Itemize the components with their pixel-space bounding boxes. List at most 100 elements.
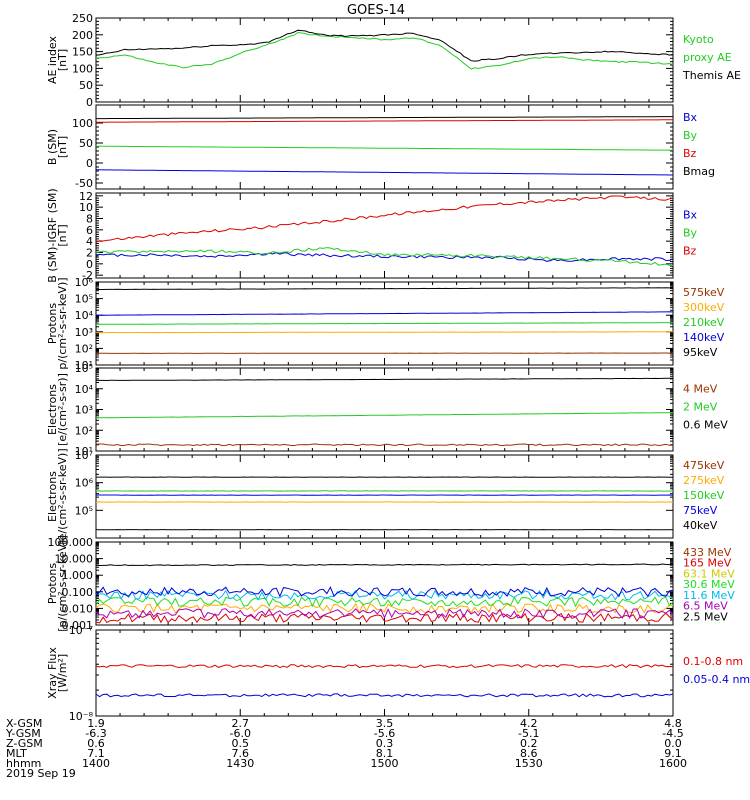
- panel-electrons2: 10⁵ 10⁶ 10⁷ Electrons[e/(cm²-s-sr-keV)] 475k…: [46, 448, 725, 544]
- panel-frame: [95, 629, 674, 717]
- y-tick-label: 6: [86, 224, 93, 237]
- y-tick-label: 250: [72, 12, 93, 25]
- x-tick-value: -5.1: [518, 727, 539, 740]
- legend-entry: 140keV: [683, 331, 725, 344]
- legend-entry: 0.6 MeV: [683, 419, 728, 432]
- legend-entry: Themis AE: [682, 69, 741, 82]
- y-tick-label: 10⁶: [75, 276, 94, 289]
- series-line-4-mev: [95, 443, 673, 447]
- y-axis-label: [nT]: [56, 136, 69, 158]
- legend-entry: 150keV: [683, 489, 725, 502]
- x-tick-value: -6.0: [230, 727, 251, 740]
- y-tick-label: 150: [72, 46, 93, 59]
- y-axis-label: B (SM)-IGRF (SM): [46, 188, 59, 282]
- series-line-0-6-mev: [96, 377, 674, 382]
- series-line-bx: [95, 252, 674, 262]
- series-line-63-1-mev: [95, 602, 674, 615]
- y-axis-label: [e/(cm²-s-sr)]: [56, 373, 69, 446]
- series-line-11-6-mev: [95, 589, 674, 601]
- y-tick-label: 10⁴: [75, 383, 94, 396]
- x-row-label: MLT: [6, 747, 27, 760]
- series-line-themis-ae: [95, 29, 674, 62]
- legend-entry: 475keV: [683, 459, 725, 472]
- x-tick-value: 1530: [515, 757, 543, 770]
- y-axis-label: AE index: [46, 35, 59, 84]
- y-tick-label: 10³: [75, 404, 93, 417]
- panel-protons2: 0.001 0.010 0.100 1.000 10.000 100.000 Protons…: [46, 535, 735, 632]
- legend-entry: 2 MeV: [683, 401, 718, 414]
- panel-ae: 0 50 100 150 200 250 AE index[nT] Kyoto proxy AE…: [46, 12, 741, 109]
- x-tick-value: 2.7: [232, 717, 250, 730]
- y-axis-label: [nT]: [56, 49, 69, 71]
- y-tick-label: 10⁵: [75, 504, 93, 517]
- y-axis-label: [nT]: [56, 224, 69, 246]
- series-line-bmag: [96, 116, 673, 120]
- series-line-0-1-0-8-nm: [95, 664, 674, 669]
- x-tick-value: 0.5: [232, 737, 250, 750]
- y-tick-label: 2: [86, 247, 93, 260]
- legend-entry: 4 MeV: [683, 383, 718, 396]
- series-line-2-5-mev: [95, 608, 674, 620]
- legend-entry: 75keV: [683, 504, 718, 517]
- x-row-label: X-GSM: [6, 717, 42, 730]
- legend-entry: Bx: [683, 111, 698, 124]
- y-tick-label: 10⁵: [75, 362, 93, 375]
- y-tick-label: 10²: [75, 342, 93, 355]
- legend-entry: 300keV: [683, 301, 725, 314]
- legend-entry: 275keV: [683, 474, 725, 487]
- legend-entry: 2.5 MeV: [683, 610, 728, 623]
- y-tick-label: -2: [82, 269, 93, 282]
- series-line-bz: [96, 119, 673, 123]
- series-line-165-mev: [95, 612, 674, 624]
- legend-entry: 11.6 MeV: [683, 589, 735, 602]
- y-tick-label: 100: [72, 117, 93, 130]
- y-tick-label: 100: [72, 62, 93, 75]
- y-tick-label: 10⁵: [75, 293, 93, 306]
- x-row-label: hhmm: [6, 757, 41, 770]
- x-tick-value: 8.6: [520, 747, 538, 760]
- legend-entry: 575keV: [683, 286, 725, 299]
- legend-entry: Kyoto: [683, 33, 714, 46]
- x-tick-value: 0.2: [520, 737, 538, 750]
- series-line-kyoto-proxy-ae: [95, 31, 674, 70]
- series-line-2-mev: [95, 412, 674, 419]
- y-tick-label: 10.000: [55, 553, 94, 566]
- y-axis-label: Xray Flux: [46, 647, 59, 699]
- y-tick-label: 0.100: [62, 586, 94, 599]
- series-line-433-mev: [95, 563, 674, 567]
- x-tick-value: 1500: [371, 757, 399, 770]
- y-tick-label: 10¹: [75, 445, 93, 458]
- y-tick-label: 10³: [75, 326, 93, 339]
- x-tick-value: -4.5: [662, 727, 683, 740]
- y-tick-label: 4: [86, 235, 93, 248]
- legend-entry: Bz: [683, 147, 697, 160]
- panel-bsm: -50 0 50 100 B (SM)[nT] Bx By Bz Bmag: [46, 104, 715, 190]
- y-tick-label: 10⁻⁷: [69, 624, 93, 637]
- date-label: 2019 Sep 19: [6, 767, 76, 780]
- series-line-0-05-0-4-nm: [95, 693, 674, 698]
- y-axis-label: Electrons: [46, 384, 59, 435]
- series-line-bz: [95, 195, 674, 243]
- y-tick-label: 50: [79, 79, 93, 92]
- y-tick-label: -50: [75, 177, 93, 190]
- legend-entry: 30.6 MeV: [683, 578, 735, 591]
- y-tick-label: 12: [79, 190, 93, 203]
- y-tick-label: 10⁷: [75, 449, 93, 462]
- y-tick-label: 0: [86, 157, 93, 170]
- series-line-140kev: [96, 311, 674, 316]
- y-axis-label: Electrons: [46, 471, 59, 522]
- legend-entry: 433 MeV: [683, 546, 732, 559]
- legend-entry: Bz: [683, 245, 697, 258]
- x-tick-value: 1400: [82, 757, 110, 770]
- x-tick-value: 0.0: [664, 737, 682, 750]
- y-axis-label: Protons: [46, 563, 59, 604]
- y-tick-label: 0.010: [62, 602, 94, 615]
- x-tick-value: 9.1: [664, 747, 682, 760]
- y-tick-label: 0: [86, 96, 93, 109]
- legend-entry: 63.1 MeV: [683, 567, 735, 580]
- y-axis-label: [p/(cm²-s-sr-keV)]: [56, 535, 69, 632]
